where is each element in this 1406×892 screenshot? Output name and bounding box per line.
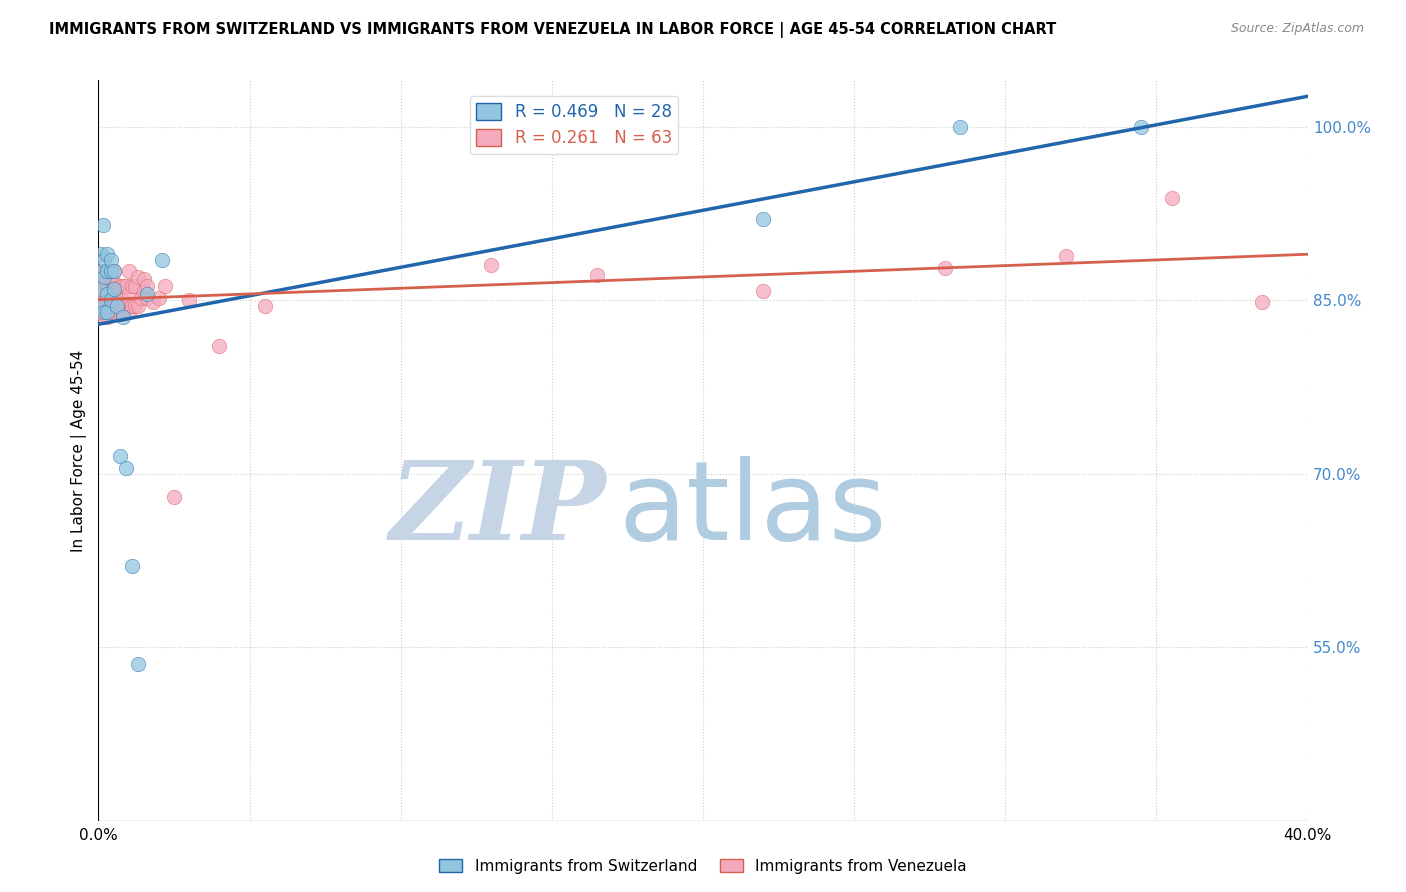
Point [93,287,115,301]
Point [934,260,956,275]
Point [103,264,125,278]
Point [96,264,118,278]
Legend: Immigrants from Switzerland, Immigrants from Venezuela: Immigrants from Switzerland, Immigrants … [433,853,973,880]
Point [93,310,115,325]
Point [108,304,131,318]
Point [103,304,125,318]
Point [90,281,112,295]
Point [148,291,170,305]
Point [96,276,118,290]
Point [96,310,118,325]
Point [100,293,122,307]
Point [142,295,165,310]
Point [132,272,155,286]
Point [96,264,118,278]
Point [89,299,111,313]
Point [752,212,775,227]
Point [114,460,136,475]
Point [108,279,131,293]
Y-axis label: In Labor Force | Age 45-54: In Labor Force | Age 45-54 [72,350,87,551]
Point [108,291,131,305]
Point [93,269,115,284]
Point [129,291,152,305]
Point [150,252,173,267]
Point [100,252,122,267]
Point [90,264,112,278]
Point [111,279,134,293]
Text: atlas: atlas [619,456,887,563]
Point [103,284,125,298]
Point [481,259,503,273]
Point [111,293,134,307]
Point [100,269,122,284]
Point [1130,120,1153,134]
Point [89,299,111,313]
Point [153,279,176,293]
Point [135,287,157,301]
Point [1054,249,1077,263]
Point [93,252,115,267]
Point [132,284,155,298]
Point [90,276,112,290]
Point [253,299,276,313]
Point [103,276,125,290]
Point [90,287,112,301]
Point [96,287,118,301]
Point [93,299,115,313]
Point [114,299,136,313]
Point [1160,191,1182,205]
Point [124,299,146,313]
Point [91,287,114,301]
Point [121,299,143,313]
Text: IMMIGRANTS FROM SWITZERLAND VS IMMIGRANTS FROM VENEZUELA IN LABOR FORCE | AGE 45: IMMIGRANTS FROM SWITZERLAND VS IMMIGRANT… [49,22,1056,38]
Point [118,304,141,318]
Point [93,304,115,318]
Point [103,293,125,307]
Point [93,276,115,290]
Point [103,264,125,278]
Point [100,264,122,278]
Text: ZIP: ZIP [389,456,606,564]
Point [96,247,118,261]
Point [586,268,609,282]
Point [127,269,149,284]
Point [100,293,122,307]
Point [135,291,157,305]
Point [108,449,131,463]
Point [105,299,128,313]
Point [100,304,122,318]
Point [93,264,115,278]
Point [90,264,112,278]
Point [949,120,972,134]
Point [90,247,112,261]
Point [111,310,134,325]
Point [91,218,114,232]
Text: Source: ZipAtlas.com: Source: ZipAtlas.com [1230,22,1364,36]
Point [1251,295,1274,310]
Point [135,279,157,293]
Point [118,287,141,301]
Point [103,281,125,295]
Point [208,339,231,353]
Point [121,559,143,574]
Point [96,287,118,301]
Point [105,284,128,298]
Point [752,284,775,298]
Point [127,657,149,672]
Point [118,264,141,278]
Point [90,304,112,318]
Point [124,279,146,293]
Point [127,299,149,313]
Point [96,304,118,318]
Point [114,279,136,293]
Point [105,295,128,310]
Point [100,281,122,295]
Point [179,293,201,307]
Point [96,299,118,313]
Point [111,307,134,321]
Point [121,279,143,293]
Legend: R = 0.469   N = 28, R = 0.261   N = 63: R = 0.469 N = 28, R = 0.261 N = 63 [470,96,679,154]
Point [163,490,186,504]
